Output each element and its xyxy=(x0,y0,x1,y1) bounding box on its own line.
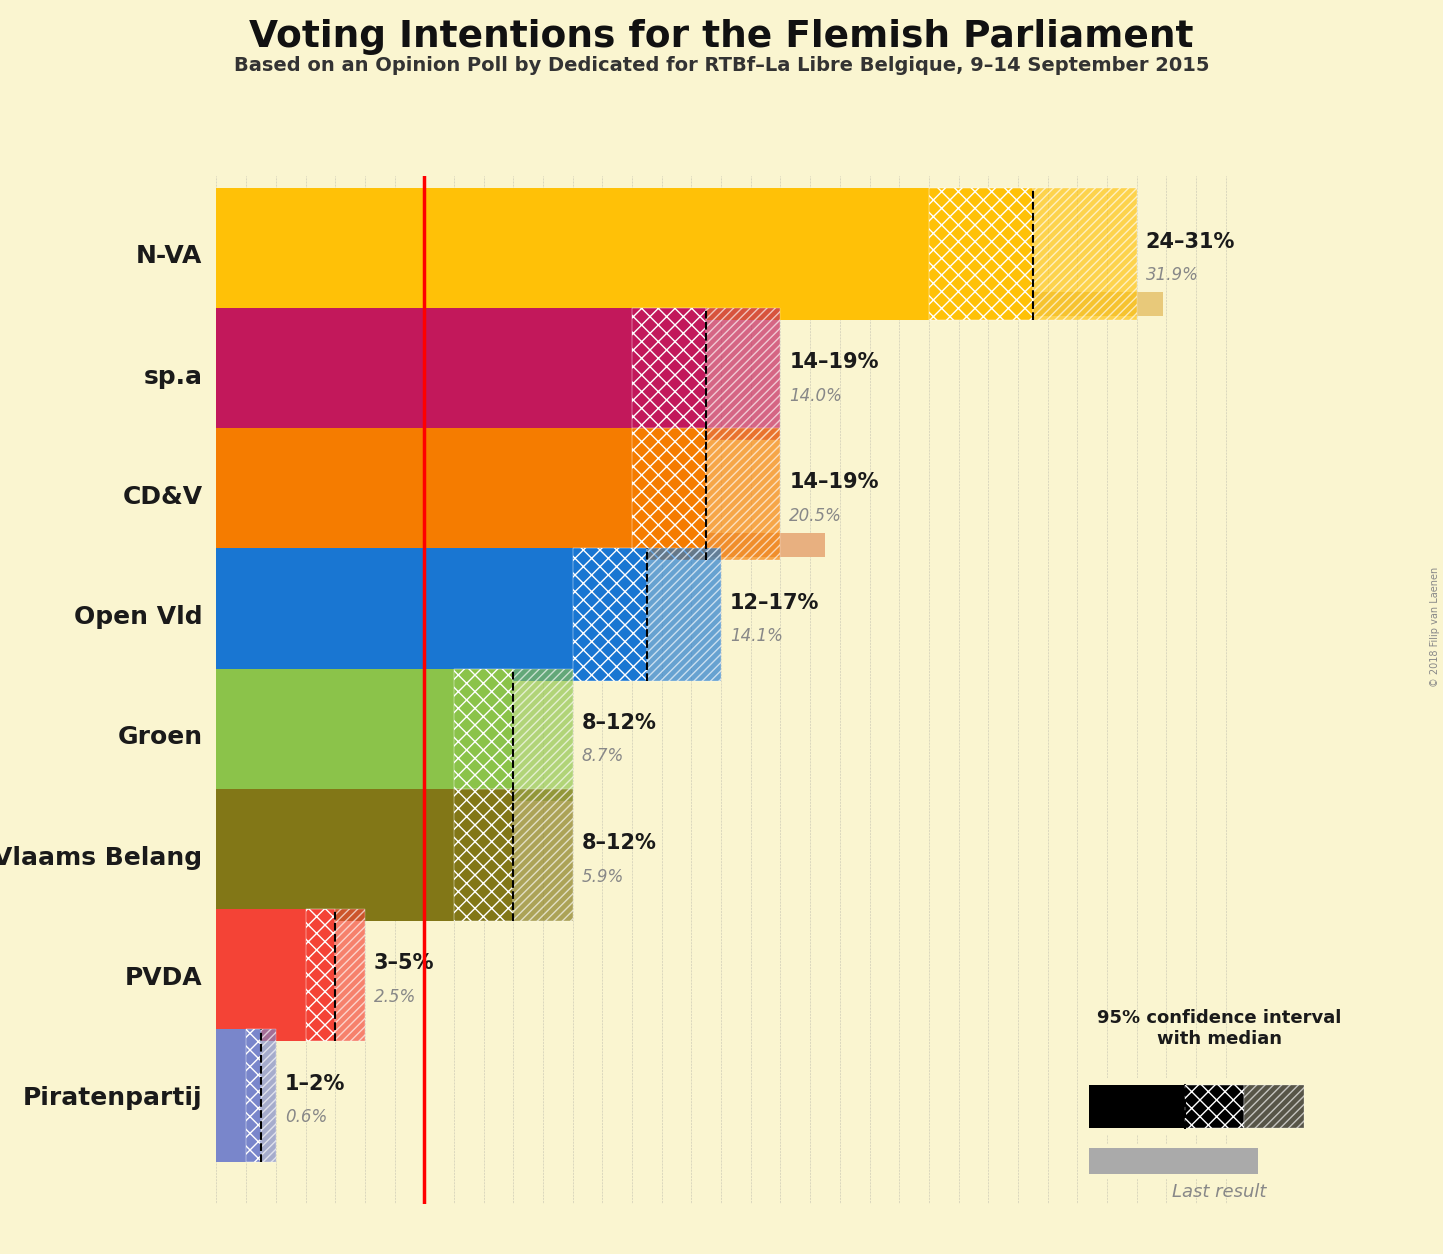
Bar xyxy=(1089,1086,1185,1127)
Text: 95% confidence interval
with median: 95% confidence interval with median xyxy=(1097,1009,1342,1048)
Bar xyxy=(216,789,455,922)
Text: Last result: Last result xyxy=(1172,1183,1267,1200)
Text: 31.9%: 31.9% xyxy=(1146,266,1199,285)
Bar xyxy=(632,428,706,561)
Bar xyxy=(216,909,306,1042)
Bar xyxy=(216,533,825,557)
Bar xyxy=(216,292,1163,316)
Bar xyxy=(247,1030,261,1161)
Bar xyxy=(216,413,632,436)
Text: Voting Intentions for the Flemish Parliament: Voting Intentions for the Flemish Parlia… xyxy=(250,19,1193,55)
Text: 14.0%: 14.0% xyxy=(789,386,843,405)
Bar xyxy=(216,774,475,798)
Bar xyxy=(216,668,455,801)
Bar xyxy=(1244,1086,1304,1127)
Text: 8–12%: 8–12% xyxy=(582,712,657,732)
Text: 14–19%: 14–19% xyxy=(789,473,879,493)
Bar xyxy=(632,307,706,440)
Text: 8–12%: 8–12% xyxy=(582,833,657,853)
Bar xyxy=(216,548,573,681)
Bar xyxy=(216,428,632,561)
Text: 3–5%: 3–5% xyxy=(374,953,434,973)
Text: 5.9%: 5.9% xyxy=(582,868,623,885)
Bar xyxy=(646,548,722,681)
Bar xyxy=(216,188,929,320)
Bar xyxy=(261,1030,276,1161)
Bar xyxy=(455,668,514,801)
Bar xyxy=(706,428,781,561)
Bar xyxy=(455,789,514,922)
Text: © 2018 Filip van Laenen: © 2018 Filip van Laenen xyxy=(1430,567,1440,687)
Text: 24–31%: 24–31% xyxy=(1146,232,1235,252)
Text: 12–17%: 12–17% xyxy=(730,592,820,612)
Bar xyxy=(706,307,781,440)
Bar xyxy=(216,1030,247,1161)
Bar xyxy=(216,894,391,918)
Text: 2.5%: 2.5% xyxy=(374,988,416,1006)
Text: 14–19%: 14–19% xyxy=(789,352,879,372)
Text: 14.1%: 14.1% xyxy=(730,627,784,645)
Bar xyxy=(306,909,335,1042)
Text: 1–2%: 1–2% xyxy=(284,1073,345,1093)
Bar xyxy=(1089,1149,1258,1174)
Text: 20.5%: 20.5% xyxy=(789,507,843,525)
Text: Based on an Opinion Poll by Dedicated for RTBf–La Libre Belgique, 9–14 September: Based on an Opinion Poll by Dedicated fo… xyxy=(234,56,1209,75)
Bar xyxy=(514,668,573,801)
Bar xyxy=(514,789,573,922)
Bar xyxy=(929,188,1033,320)
Bar xyxy=(216,307,632,440)
Text: 0.6%: 0.6% xyxy=(284,1109,328,1126)
Bar xyxy=(1185,1086,1244,1127)
Bar xyxy=(573,548,646,681)
Bar xyxy=(1033,188,1137,320)
Bar xyxy=(335,909,365,1042)
Bar xyxy=(216,653,635,677)
Bar xyxy=(216,1013,290,1038)
Bar xyxy=(216,1134,234,1159)
Text: 8.7%: 8.7% xyxy=(582,747,623,765)
